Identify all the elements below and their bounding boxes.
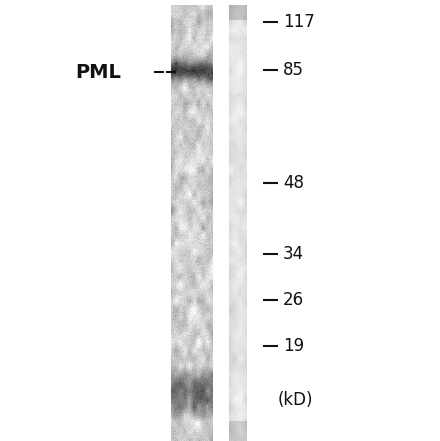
Text: PML: PML xyxy=(75,63,121,82)
Text: 26: 26 xyxy=(283,291,304,309)
Text: 34: 34 xyxy=(283,245,304,263)
Text: 19: 19 xyxy=(283,337,304,355)
Text: 48: 48 xyxy=(283,174,304,192)
Text: 117: 117 xyxy=(283,13,315,31)
Text: (kD): (kD) xyxy=(278,391,313,409)
Text: 85: 85 xyxy=(283,61,304,79)
